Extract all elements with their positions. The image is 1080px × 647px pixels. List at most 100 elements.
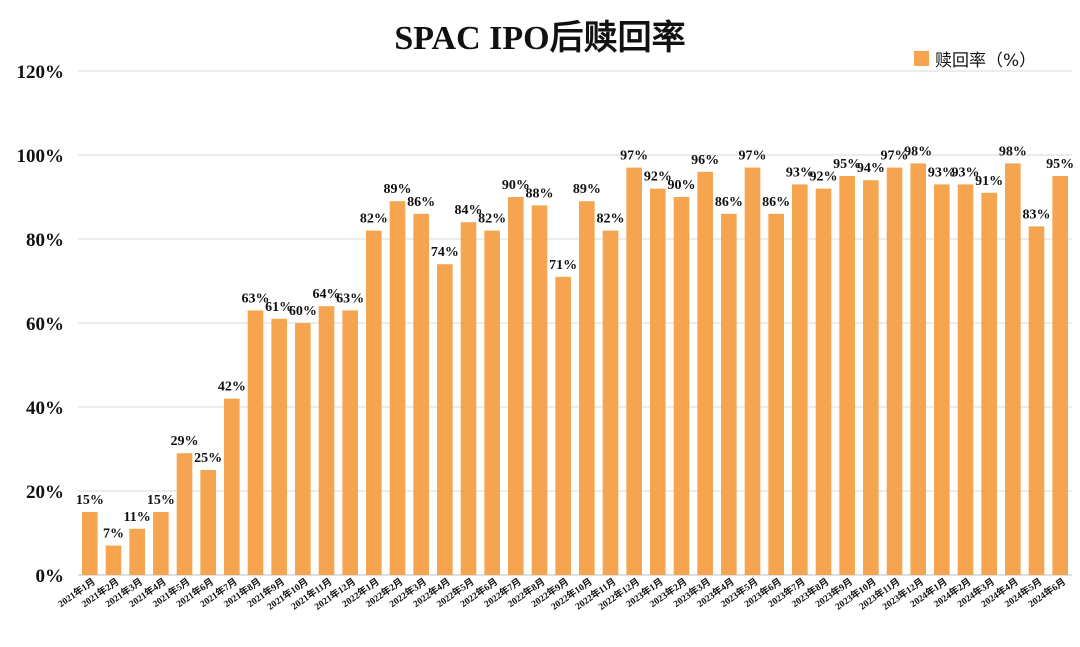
bar	[815, 188, 832, 575]
bar	[271, 318, 287, 575]
bar	[626, 167, 642, 575]
data-label: 82%	[360, 212, 388, 227]
y-tick-label: 20%	[26, 482, 64, 503]
bar	[105, 545, 122, 575]
data-label: 92%	[644, 170, 672, 185]
data-label: 98%	[904, 144, 932, 159]
data-label: 93%	[928, 165, 956, 180]
data-label: 71%	[549, 258, 577, 273]
data-label: 90%	[502, 178, 530, 193]
bar	[200, 470, 216, 575]
bar	[768, 213, 784, 576]
bar	[437, 264, 453, 575]
data-label: 94%	[857, 161, 885, 176]
data-label: 97%	[620, 149, 648, 164]
data-label: 64%	[313, 287, 341, 302]
data-label: 74%	[431, 245, 459, 260]
data-label: 97%	[739, 149, 767, 164]
bar	[318, 306, 335, 575]
data-label: 93%	[952, 165, 980, 180]
data-label: 63%	[242, 291, 270, 306]
legend: 赎回率（%）	[914, 47, 1037, 71]
data-label: 88%	[526, 186, 554, 201]
bar	[863, 180, 879, 575]
data-label: 7%	[103, 527, 124, 542]
y-tick-label: 80%	[26, 230, 64, 251]
data-label: 11%	[124, 510, 151, 525]
y-tick-label: 40%	[26, 398, 64, 419]
data-label: 15%	[147, 493, 175, 508]
data-label: 89%	[573, 182, 601, 197]
bar	[531, 205, 548, 575]
data-label: 95%	[833, 157, 861, 172]
data-label: 42%	[218, 380, 246, 395]
data-label: 95%	[1046, 157, 1074, 172]
bar	[910, 163, 926, 575]
data-label: 15%	[76, 493, 104, 508]
data-label: 86%	[407, 195, 435, 210]
data-label: 92%	[810, 170, 838, 185]
data-label: 86%	[715, 195, 743, 210]
data-label: 84%	[455, 203, 483, 218]
bar	[934, 184, 950, 575]
bar	[744, 167, 761, 575]
data-label: 91%	[975, 174, 1003, 189]
bar	[413, 213, 429, 576]
bar	[957, 184, 974, 575]
bars	[82, 163, 1068, 576]
bar	[295, 323, 311, 575]
gridlines	[78, 70, 1072, 576]
bar	[389, 201, 406, 575]
bar	[650, 188, 666, 575]
y-tick-label: 120%	[17, 62, 65, 83]
data-label: 25%	[194, 451, 222, 466]
bar	[176, 453, 193, 575]
data-label: 29%	[171, 434, 199, 449]
bar	[673, 197, 690, 575]
data-label: 97%	[881, 149, 909, 164]
y-tick-label: 60%	[26, 314, 64, 335]
bar	[366, 230, 382, 575]
bar	[82, 512, 98, 575]
data-label: 82%	[597, 212, 625, 227]
x-ticks: 2021年1月2021年2月2021年3月2021年4月2021年5月2021年…	[56, 576, 1068, 613]
bar	[247, 310, 264, 575]
bar	[342, 310, 358, 575]
legend-label: 赎回率（%）	[935, 50, 1037, 71]
bar	[1028, 226, 1045, 575]
bar	[484, 230, 500, 575]
data-label: 96%	[691, 153, 719, 168]
bar	[981, 192, 997, 576]
bar	[153, 512, 169, 575]
bar	[1005, 163, 1021, 575]
bar	[555, 276, 571, 575]
data-label: 61%	[265, 300, 293, 315]
bar	[508, 197, 524, 575]
data-label: 63%	[336, 291, 364, 306]
bar	[697, 171, 713, 576]
bar	[1052, 176, 1068, 575]
data-label: 93%	[786, 165, 814, 180]
bar	[886, 167, 903, 575]
y-tick-label: 100%	[17, 146, 65, 167]
data-label: 98%	[999, 144, 1027, 159]
bar	[839, 176, 855, 575]
bar	[579, 201, 595, 575]
bar	[602, 230, 619, 575]
data-label: 89%	[384, 182, 412, 197]
legend-swatch	[914, 50, 929, 66]
data-label: 60%	[289, 304, 317, 319]
data-labels: 15%7%11%15%29%25%42%63%61%60%64%63%82%89…	[76, 144, 1074, 541]
chart-title: SPAC IPO后赎回率	[394, 20, 686, 57]
data-label: 82%	[478, 212, 506, 227]
bar	[129, 528, 145, 575]
bar	[792, 184, 808, 575]
bar	[460, 222, 477, 575]
data-label: 90%	[668, 178, 696, 193]
data-label: 86%	[762, 195, 790, 210]
bar	[224, 398, 240, 575]
y-ticks: 0% 20% 40% 60% 80% 100% 120%	[17, 62, 65, 587]
bar	[721, 213, 737, 576]
